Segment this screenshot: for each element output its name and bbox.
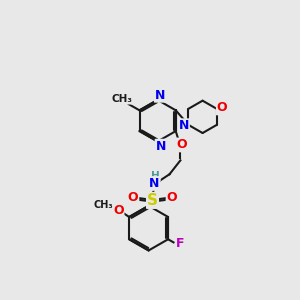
Text: O: O bbox=[177, 139, 187, 152]
Text: N: N bbox=[155, 89, 165, 102]
Text: S: S bbox=[147, 193, 158, 208]
Text: CH₃: CH₃ bbox=[94, 200, 113, 210]
Text: CH₃: CH₃ bbox=[112, 94, 133, 104]
Text: O: O bbox=[128, 191, 138, 204]
Text: O: O bbox=[217, 101, 227, 115]
Text: N: N bbox=[155, 140, 166, 153]
Text: N: N bbox=[149, 177, 159, 190]
Text: O: O bbox=[113, 204, 124, 217]
Text: F: F bbox=[176, 237, 185, 250]
Text: N: N bbox=[178, 119, 189, 132]
Text: H: H bbox=[151, 171, 160, 181]
Text: O: O bbox=[167, 191, 177, 204]
